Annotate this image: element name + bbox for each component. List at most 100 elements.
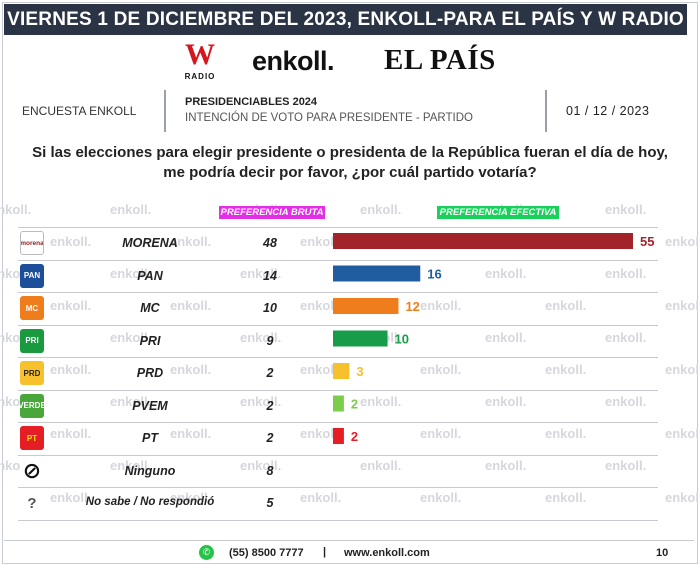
enkoll-watermark: enkoll. [170,362,212,377]
efectiva-value-label: 16 [427,267,441,282]
footer-phone: (55) 8500 7777 [229,547,304,559]
page-number: 10 [656,547,669,559]
enkoll-watermark: enkoll. [605,266,647,281]
w-radio-sub: RADIO [184,72,216,81]
enkoll-watermark: enkoll. [300,426,342,441]
row-divider [18,259,658,261]
enkoll-watermark: enkoll. [0,202,32,217]
enkoll-watermark: enkoll. [545,426,587,441]
enkoll-watermark: enkoll. [110,394,152,409]
none-icon: ⊘ [20,458,44,483]
survey-date: 01 / 12 / 2023 [566,104,650,118]
footer: ✆ (55) 8500 7777 | www.enkoll.com 10 [0,544,700,562]
row-divider [18,357,658,358]
survey-label: ENCUESTA ENKOLL [22,104,137,118]
enkoll-watermark: enkoll. [300,362,342,377]
row-divider [18,324,658,326]
enkoll-watermark: enkoll. [110,458,152,473]
enkoll-watermark: enkoll. [665,234,700,249]
enkoll-watermark: enkoll. [50,426,92,441]
enkoll-watermark: enkoll. [605,394,647,409]
enkoll-watermark: enkoll. [110,202,152,217]
row-divider [18,227,658,228]
efectiva-bar [333,330,388,347]
enkoll-watermark: enkoll. [545,362,587,377]
enkoll-watermark: enkoll. [360,394,402,409]
efectiva-value-label: 55 [640,234,654,249]
enkoll-watermark: enkoll. [300,490,342,505]
enkoll-watermark: enkoll. [545,490,587,505]
pan-icon: PAN [20,263,44,288]
footer-divider [4,540,694,541]
enkoll-watermark: enkoll. [545,298,587,313]
footer-separator: | [323,546,327,558]
party-name: Ninguno [124,463,176,478]
enkoll-watermark: enkoll. [605,458,647,473]
efectiva-value-label: 10 [395,332,409,347]
party-name: PAN [137,268,163,283]
efectiva-bar [333,428,344,444]
efectiva-value-label: 3 [356,364,363,379]
bruta-value: 8 [266,463,274,478]
efectiva-bar-chart: 55 16 12 10 3 2 2 [333,233,654,444]
party-name: PRD [136,366,164,380]
party-name: PVEM [132,398,168,413]
party-name: No sabe / No respondió [85,496,215,508]
enkoll-watermark: enkoll. [665,426,700,441]
enkoll-watermark: enkoll. [50,490,92,505]
enkoll-watermark: enkoll. [485,394,527,409]
enkoll-watermark: enkoll. [485,330,527,345]
el-pais-logo: EL PAÍS [384,44,496,76]
enkoll-watermark: enkoll. [110,330,152,345]
bruta-value: 9 [266,333,274,348]
header-divider [545,90,547,132]
efectiva-bar [333,363,350,379]
header-divider [164,90,166,132]
header-preferencia-bruta: PREFERENCIA BRUTA [219,206,325,219]
efectiva-bar [333,233,633,249]
row-divider [18,292,658,293]
bruta-value: 2 [266,398,274,413]
top-banner: VIERNES 1 DE DICIEMBRE DEL 2023, ENKOLL-… [4,4,687,35]
row-divider [18,519,658,521]
survey-question: Si las elecciones para elegir presidente… [32,144,668,181]
enkoll-watermark: enkoll. [300,234,342,249]
enkoll-watermark: enkoll. [50,234,92,249]
enkoll-watermark: enkoll. [420,298,462,313]
enkoll-watermark: enkoll. [360,458,402,473]
enkoll-watermark: enkoll. [50,298,92,313]
enkoll-watermark: enkoll. [240,330,282,345]
efectiva-value-label: 12 [405,299,419,314]
enkoll-watermark: enkoll. [665,298,700,313]
pt-icon: PT [20,426,44,450]
prd-icon: PRD [20,361,44,385]
bruta-value: 14 [263,268,277,283]
row-divider [18,487,658,488]
enkoll-watermark: enkoll. [170,234,212,249]
party-name: MC [140,301,160,315]
row-divider [18,422,658,423]
bruta-value: 48 [263,236,277,250]
pri-icon: PRI [20,328,44,353]
enkoll-watermark: enkoll. [665,490,700,505]
enkoll-watermark: enkoll. [170,426,212,441]
enkoll-watermark: enkoll. [170,298,212,313]
enkoll-watermark: enkoll. [485,458,527,473]
study-subtitle: INTENCIÓN DE VOTO PARA PRESIDENTE - PART… [185,112,473,124]
enkoll-watermark: enkoll. [240,394,282,409]
party-name: PT [142,431,158,445]
header-preferencia-efectiva: PREFERENCIA EFECTIVA [437,206,559,219]
efectiva-value-label: 2 [351,397,358,412]
party-name: MORENA [122,236,178,250]
enkoll-watermark: enkoll. [420,426,462,441]
w-radio-logo: W RADIO [180,38,220,82]
study-title: PRESIDENCIABLES 2024 [185,96,318,108]
enkoll-watermark: enkoll. [605,330,647,345]
survey-header: ENCUESTA ENKOLL PRESIDENCIABLES 2024 INT… [0,90,700,134]
enkoll-watermark: enkoll. [665,362,700,377]
efectiva-bar [333,265,421,282]
enkoll-logo: enkoll. [252,46,335,76]
enkoll-watermark: enkoll. [420,362,462,377]
w-radio-letter: W [185,38,215,71]
